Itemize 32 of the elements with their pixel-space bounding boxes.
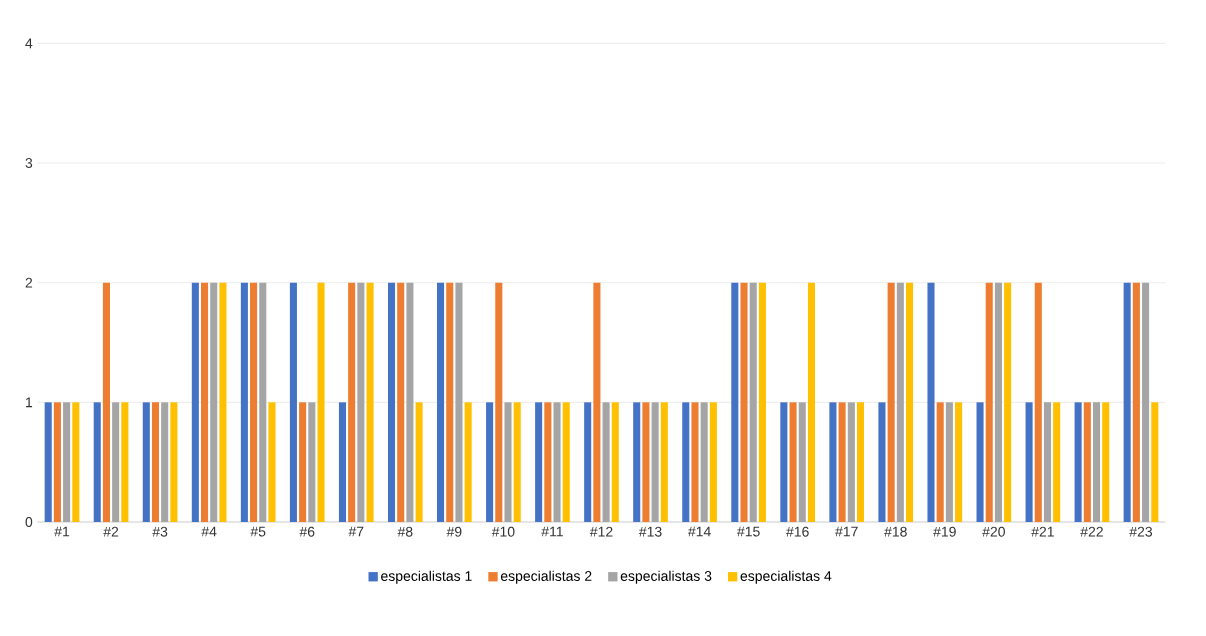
- x-tick-label: #19: [933, 526, 956, 537]
- y-tick-label: 3: [25, 158, 33, 168]
- x-tick-label: #8: [397, 526, 413, 537]
- x-tick-label: #7: [348, 526, 364, 537]
- x-tick-label: #3: [152, 526, 168, 537]
- x-tick-label: #11: [541, 526, 563, 537]
- x-tick-label: #1: [54, 526, 70, 537]
- legend-label: especialistas 4: [740, 570, 832, 584]
- legend-label: especialistas 3: [620, 570, 712, 584]
- x-tick-label: #5: [250, 526, 266, 537]
- x-tick-label: #15: [737, 526, 760, 537]
- x-tick-label: #22: [1080, 526, 1103, 537]
- legend-label: especialistas 1: [381, 570, 472, 584]
- x-tick-label: #16: [786, 526, 809, 537]
- x-tick-label: #17: [835, 526, 858, 537]
- x-tick-label: #20: [982, 526, 1005, 537]
- x-tick-label: #6: [299, 526, 315, 537]
- x-tick-label: #18: [884, 526, 907, 537]
- x-tick-label: #21: [1031, 526, 1054, 537]
- y-tick-label: 1: [26, 397, 33, 408]
- y-tick-label: 0: [25, 517, 33, 527]
- x-tick-label: #2: [103, 526, 119, 537]
- y-tick-label: 4: [25, 38, 33, 49]
- legend-label: especialistas 2: [500, 570, 592, 584]
- y-tick-label: 2: [25, 277, 33, 288]
- x-tick-label: #12: [589, 526, 613, 537]
- x-tick-label: #13: [638, 526, 662, 537]
- x-tick-label: #4: [201, 526, 217, 537]
- x-tick-label: #9: [446, 526, 462, 537]
- x-tick-label: #10: [491, 526, 515, 537]
- x-tick-label: #14: [687, 526, 711, 537]
- x-tick-label: #23: [1129, 526, 1153, 537]
